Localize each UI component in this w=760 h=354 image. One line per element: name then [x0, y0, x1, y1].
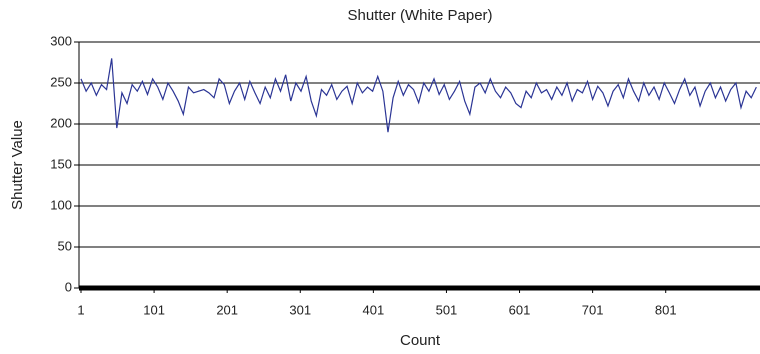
- data-line: [80, 58, 757, 133]
- x-tick-label: 1: [77, 302, 84, 317]
- y-axis-label: Shutter Value: [9, 120, 26, 210]
- x-tick-label: 701: [582, 302, 604, 317]
- y-tick-label: 250: [50, 74, 72, 89]
- x-tick-label: 301: [289, 302, 311, 317]
- chart-title: Shutter (White Paper): [347, 7, 492, 24]
- x-axis-label: Count: [400, 332, 441, 349]
- x-tick-label: 401: [363, 302, 385, 317]
- y-tick-label: 150: [50, 156, 72, 171]
- x-tick-label: 501: [436, 302, 458, 317]
- y-tick-label: 0: [65, 279, 72, 294]
- x-tick-label: 101: [143, 302, 165, 317]
- y-tick-label: 100: [50, 197, 72, 212]
- y-tick-label: 50: [58, 238, 72, 253]
- x-tick-label: 601: [509, 302, 531, 317]
- y-tick-label: 300: [50, 33, 72, 48]
- y-tick-label: 200: [50, 115, 72, 130]
- x-tick-label: 801: [655, 302, 677, 317]
- x-tick-label: 201: [216, 302, 238, 317]
